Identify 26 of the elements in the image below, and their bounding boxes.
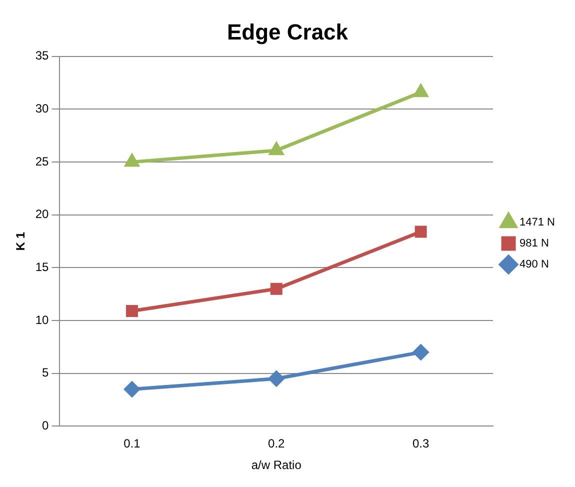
x-tick-label: 0.1: [124, 436, 141, 451]
point: [414, 226, 427, 238]
point: [125, 154, 139, 167]
y-tick-label: 15: [35, 260, 50, 274]
y-tick-label: 0: [42, 418, 50, 433]
y-tick-label: 10: [35, 312, 50, 327]
y-tick-label: 20: [35, 207, 50, 222]
point: [270, 282, 282, 295]
x-tick-label: 0.3: [412, 436, 430, 451]
y-tick-label: 25: [35, 154, 50, 168]
point: [269, 142, 284, 156]
point: [126, 305, 138, 318]
legend-label: 1471 N: [520, 216, 556, 229]
point: [414, 84, 428, 98]
legend-label: 981 N: [520, 238, 549, 250]
y-tick-label: 35: [35, 48, 50, 63]
y-axis-title: K 1: [14, 232, 28, 251]
chart-title: Edge Crack: [226, 19, 349, 44]
point: [268, 370, 284, 386]
point: [413, 344, 429, 360]
point: [124, 381, 140, 397]
x-axis-title: a/w Ratio: [251, 458, 302, 472]
y-tick-label: 30: [35, 102, 50, 116]
legend-label: 490 N: [520, 258, 549, 271]
y-tick-label: 5: [42, 366, 50, 380]
x-tick-label: 0.2: [268, 436, 286, 451]
